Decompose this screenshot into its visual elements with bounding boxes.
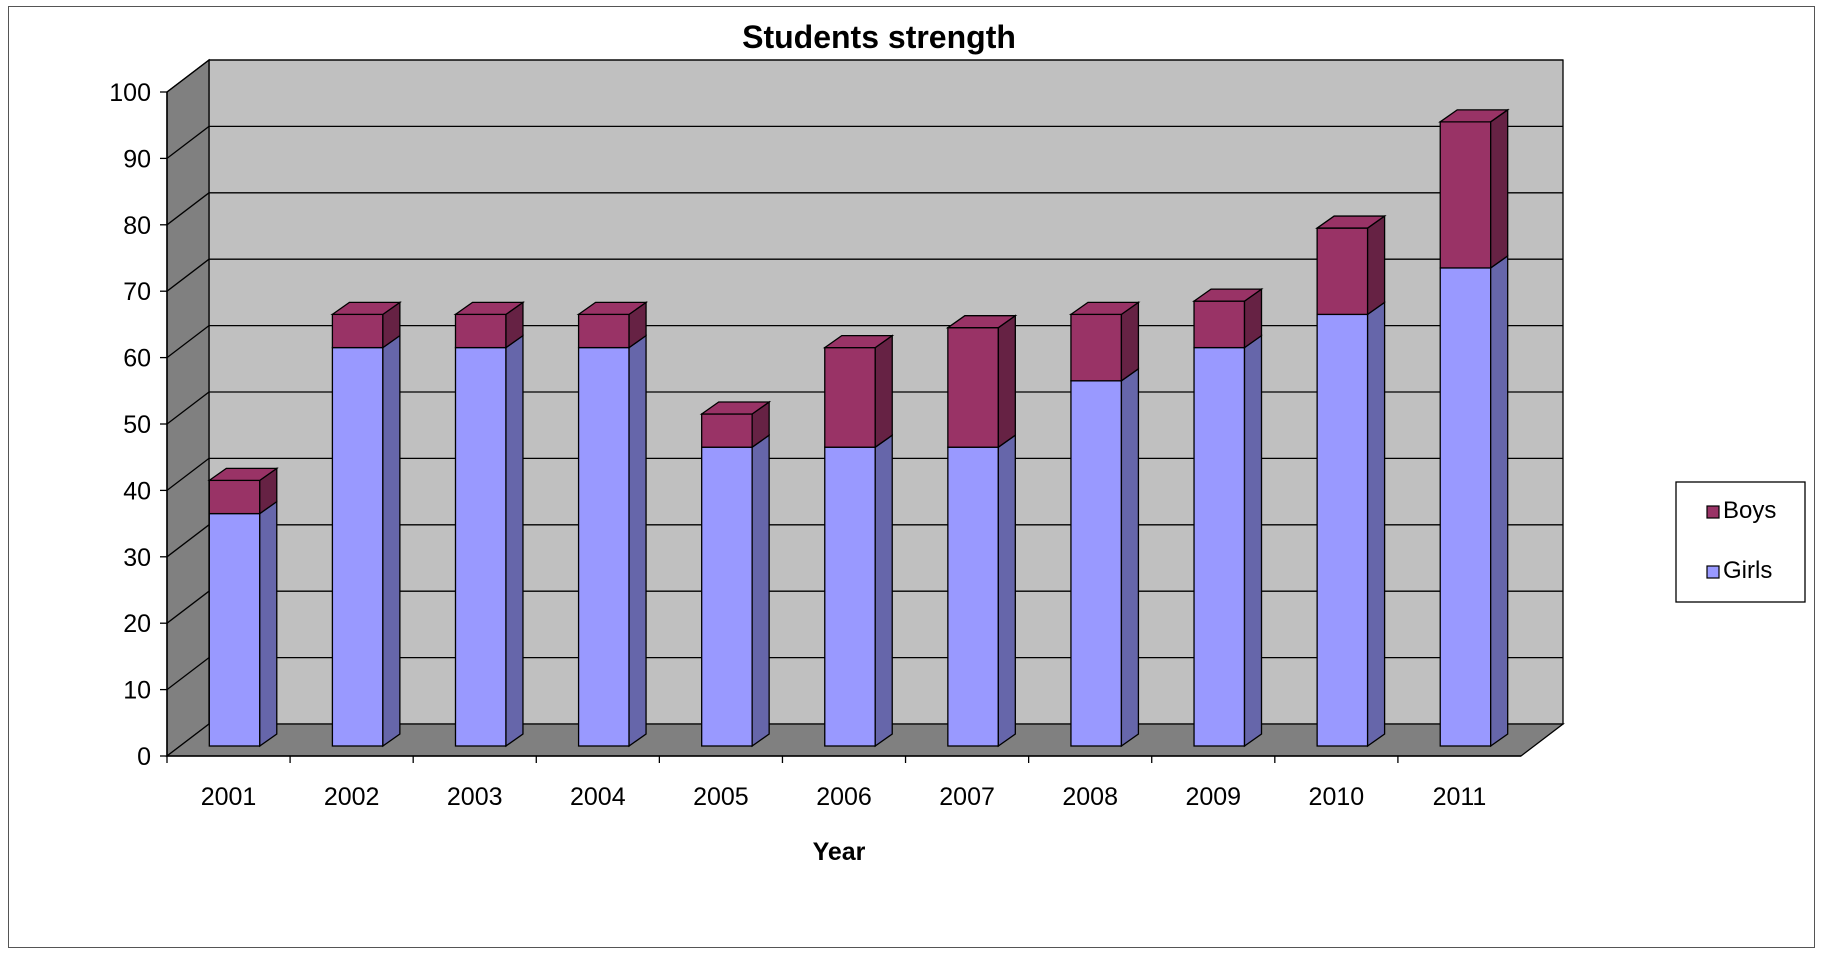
bar-side-girls-2002 xyxy=(382,334,401,748)
bar-side-girls-2011 xyxy=(1490,254,1509,748)
bar-girls-2001 xyxy=(208,512,261,747)
bar-side-boys-2011 xyxy=(1490,108,1509,270)
legend-swatch-boys xyxy=(1706,505,1720,519)
bar-top-2008 xyxy=(1068,301,1141,316)
bar-boys-2008 xyxy=(1070,313,1123,382)
bar-side-girls-2001 xyxy=(259,500,278,748)
gridline-side xyxy=(166,325,210,359)
gridline-side xyxy=(166,125,210,159)
bar-girls-2004 xyxy=(577,346,630,747)
gridline-side xyxy=(166,258,210,292)
bar-boys-2011 xyxy=(1439,121,1492,269)
y-tick-label: 30 xyxy=(123,544,151,572)
x-tick-label: 2004 xyxy=(570,783,626,811)
legend: Boys Girls xyxy=(1675,481,1806,603)
y-tick-label: 40 xyxy=(123,477,151,505)
bar-side-boys-2010 xyxy=(1366,214,1386,316)
bar-girls-2003 xyxy=(454,346,507,747)
axes: 0 10 20 30 40 50 60 70 80 90 100 2001 2002 2003 2004 20… xyxy=(109,79,1521,811)
bar-girls-2008 xyxy=(1070,380,1123,747)
bar-girls-2006 xyxy=(824,446,876,747)
bar-top-2004 xyxy=(576,301,649,316)
bar-side-girls-2010 xyxy=(1366,301,1386,748)
bars xyxy=(207,108,1510,748)
gridline-side xyxy=(166,59,210,93)
gridline-side xyxy=(166,657,210,691)
bar-boys-2003 xyxy=(454,313,507,349)
gridline-side xyxy=(166,457,210,491)
bar-top-2005 xyxy=(699,401,772,415)
gridline-side xyxy=(166,192,210,226)
bar-side-girls-2008 xyxy=(1120,367,1140,748)
bar-side-boys-2007 xyxy=(997,314,1016,449)
bar-side-boys-2006 xyxy=(874,334,893,449)
bar-top-2009 xyxy=(1191,288,1264,302)
x-tick-label: 2006 xyxy=(816,783,872,811)
gridline-side xyxy=(166,590,210,624)
bar-boys-2001 xyxy=(208,479,261,515)
legend-label-boys: Boys xyxy=(1723,497,1776,524)
gridline-side xyxy=(166,524,210,558)
y-tick-label: 70 xyxy=(123,278,151,306)
y-tick-label: 10 xyxy=(123,677,151,705)
bar-boys-2006 xyxy=(824,346,876,448)
y-tick-label: 20 xyxy=(123,610,151,638)
legend-box xyxy=(1675,481,1806,603)
y-tick-label: 80 xyxy=(123,212,151,240)
bar-girls-2009 xyxy=(1193,346,1246,747)
y-tick-label: 100 xyxy=(109,79,151,107)
x-tick-label: 2008 xyxy=(1062,783,1118,811)
x-tick-label: 2007 xyxy=(939,783,995,811)
bar-boys-2005 xyxy=(701,413,753,448)
bar-girls-2007 xyxy=(947,446,999,747)
chart-title: Students strength xyxy=(742,19,1016,55)
chart-frame: 0 10 20 30 40 50 60 70 80 90 100 2001 2002 2003 2004 20… xyxy=(8,6,1815,948)
y-tick-label: 90 xyxy=(123,145,151,173)
bar-boys-2004 xyxy=(577,313,630,349)
x-tick-label: 2001 xyxy=(201,783,257,811)
bar-side-girls-2003 xyxy=(505,334,524,748)
bar-top-2007 xyxy=(945,315,1018,329)
x-tick-label: 2005 xyxy=(693,783,749,811)
bar-side-girls-2007 xyxy=(997,433,1016,748)
bar-side-girls-2005 xyxy=(751,433,770,748)
legend-label-girls: Girls xyxy=(1723,557,1772,584)
gridline-side xyxy=(166,391,210,425)
bar-top-2011 xyxy=(1438,109,1510,123)
bar-girls-2010 xyxy=(1316,313,1369,747)
bar-girls-2011 xyxy=(1439,267,1492,747)
x-tick-label: 2003 xyxy=(447,783,503,811)
bar-side-girls-2004 xyxy=(628,334,647,748)
legend-swatch-girls xyxy=(1706,565,1720,579)
x-tick-label: 2011 xyxy=(1433,783,1487,811)
bar-side-girls-2006 xyxy=(874,433,893,748)
bar-top-2010 xyxy=(1315,215,1387,229)
y-tick-label: 60 xyxy=(123,345,151,373)
y-tick-label: 0 xyxy=(137,743,151,771)
y-tick-label: 50 xyxy=(123,411,151,439)
bar-side-girls-2009 xyxy=(1243,334,1263,748)
bar-boys-2009 xyxy=(1193,300,1246,349)
bar-top-2002 xyxy=(330,301,402,316)
bar-boys-2007 xyxy=(947,327,999,448)
bar-side-boys-2008 xyxy=(1120,301,1140,383)
bar-top-2003 xyxy=(453,301,526,316)
x-tick-label: 2010 xyxy=(1309,783,1365,811)
x-tick-label: 2002 xyxy=(324,783,380,811)
x-tick-label: 2009 xyxy=(1185,783,1241,811)
bar-top-2006 xyxy=(822,334,895,349)
bar-top-2001 xyxy=(207,467,279,482)
bar-girls-2002 xyxy=(331,346,384,747)
x-axis-title: Year xyxy=(813,838,866,866)
bar-boys-2002 xyxy=(331,313,384,349)
bar-girls-2005 xyxy=(701,446,753,747)
students-strength-chart: 0 10 20 30 40 50 60 70 80 90 100 2001 2002 2003 2004 20… xyxy=(109,19,1806,866)
bar-boys-2010 xyxy=(1316,227,1369,316)
